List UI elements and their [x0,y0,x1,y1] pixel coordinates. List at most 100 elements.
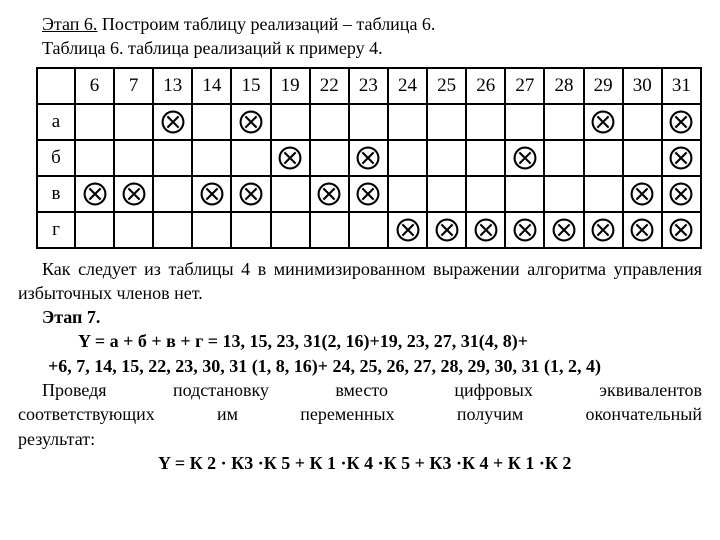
row-label: в [37,176,75,212]
heading-rest: Построим таблицу реализаций – таблица 6. [97,14,435,34]
table-cell [114,212,153,248]
table-cell [310,176,349,212]
column-header: 7 [114,68,153,104]
table-cell [505,176,544,212]
column-header: 27 [505,68,544,104]
column-header: 24 [388,68,427,104]
column-header: 31 [662,68,701,104]
column-header: 15 [231,68,270,104]
table-cell [231,176,270,212]
table-cell [192,212,231,248]
table-cell [310,104,349,140]
table-row: г [37,212,701,248]
final-formula: Y = К 2 · К3 ·К 5 + К 1 ·К 4 ·К 5 + К3 ·… [18,451,702,475]
circle-times-icon [668,217,694,243]
circle-times-icon [238,181,264,207]
heading-line-2: Таблица 6. таблица реализаций к примеру … [18,36,702,60]
table-corner-cell [37,68,75,104]
table-cell [662,212,701,248]
circle-times-icon [355,145,381,171]
table-cell [544,212,583,248]
table-cell [271,176,310,212]
table-cell [584,140,623,176]
circle-times-icon [668,109,694,135]
table-cell [310,140,349,176]
table-cell [584,176,623,212]
paragraph-conclusion: Как следует из таблицы 4 в минимизирован… [18,257,702,306]
column-header: 6 [75,68,114,104]
circle-times-icon [512,145,538,171]
column-header: 22 [310,68,349,104]
table-cell [427,104,466,140]
table-cell [271,104,310,140]
table-cell [349,104,388,140]
paragraph-substitution-1: Проведя подстановку вместо цифровых экви… [18,378,702,402]
table-cell [349,140,388,176]
circle-times-icon [160,109,186,135]
column-header: 30 [623,68,662,104]
circle-times-icon [629,217,655,243]
column-header: 25 [427,68,466,104]
circle-times-icon [238,109,264,135]
circle-times-icon [590,217,616,243]
table-cell [427,212,466,248]
table-header-row: 671314151922232425262728293031 [37,68,701,104]
table-cell [231,104,270,140]
column-header: 23 [349,68,388,104]
circle-times-icon [434,217,460,243]
circle-times-icon [473,217,499,243]
table-cell [231,212,270,248]
circle-times-icon [590,109,616,135]
stage-7-label: Этап 7. [18,305,702,329]
table-cell [505,104,544,140]
table-cell [505,212,544,248]
row-label: г [37,212,75,248]
table-cell [388,104,427,140]
table-cell [623,212,662,248]
table-cell [75,140,114,176]
circle-times-icon [629,181,655,207]
circle-times-icon [551,217,577,243]
circle-times-icon [668,145,694,171]
table-cell [349,212,388,248]
table-cell [271,140,310,176]
table-cell [192,140,231,176]
table-row: а [37,104,701,140]
column-header: 13 [153,68,192,104]
formula-line-1: Y = а + б + в + г = 13, 15, 23, 31(2, 16… [18,329,702,353]
circle-times-icon [395,217,421,243]
table-cell [231,140,270,176]
table-cell [75,104,114,140]
table-cell [192,104,231,140]
table-row: в [37,176,701,212]
column-header: 14 [192,68,231,104]
table-cell [662,176,701,212]
table-cell [544,176,583,212]
table-cell [75,176,114,212]
stage-label: Этап 6. [42,14,97,34]
table-cell [114,176,153,212]
table-cell [153,176,192,212]
table-cell [153,212,192,248]
circle-times-icon [277,145,303,171]
table-cell [349,176,388,212]
table-cell [75,212,114,248]
row-label: а [37,104,75,140]
table-body: абвг [37,104,701,248]
table-cell [662,140,701,176]
column-header: 28 [544,68,583,104]
table-cell [623,176,662,212]
table-cell [388,176,427,212]
table-cell [466,176,505,212]
circle-times-icon [316,181,342,207]
paragraph-substitution-2: соответствующих им переменных получим ок… [18,402,702,426]
table-cell [584,104,623,140]
table-cell [662,104,701,140]
formula-line-2: +6, 7, 14, 15, 22, 23, 30, 31 (1, 8, 16)… [18,354,702,378]
table-cell [114,140,153,176]
table-cell [114,104,153,140]
table-cell [427,176,466,212]
column-header: 29 [584,68,623,104]
table-cell [466,104,505,140]
table-cell [271,212,310,248]
